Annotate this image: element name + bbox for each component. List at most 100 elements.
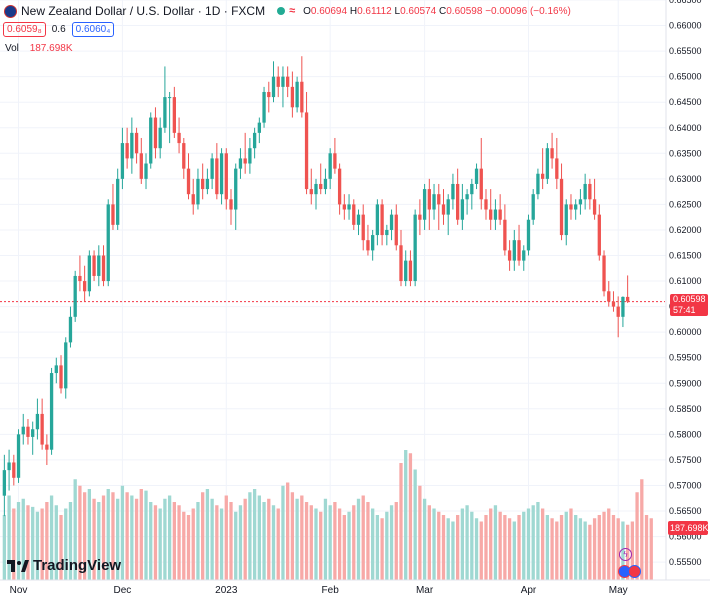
candle-body: [342, 204, 346, 210]
volume-bar: [559, 515, 564, 580]
candle-body: [210, 158, 214, 179]
volume-bar: [210, 498, 214, 580]
volume-bar: [456, 515, 460, 580]
volume-bar: [413, 469, 417, 580]
volume-bar: [163, 498, 167, 580]
candle-body: [607, 291, 611, 302]
volume-bar: [588, 524, 592, 580]
sell-button[interactable]: 0.6059₈: [3, 22, 46, 37]
tradingview-logo-icon: [7, 559, 29, 572]
symbol-title[interactable]: New Zealand Dollar / U.S. Dollar · 1D · …: [21, 4, 266, 18]
candle-body: [309, 189, 313, 195]
candle-body: [456, 183, 460, 220]
volume-bar: [101, 495, 106, 580]
candle-body: [201, 178, 205, 190]
volume-bar: [319, 511, 323, 580]
candle-body: [229, 199, 233, 210]
volume-bar: [35, 511, 40, 580]
volume-bar: [503, 515, 507, 580]
volume-bar: [540, 508, 545, 580]
volume-bar: [262, 502, 266, 580]
candle-body: [319, 183, 323, 190]
candle-body: [503, 219, 507, 251]
volume-tag: 187.698K: [668, 521, 709, 535]
candle-body: [224, 153, 228, 200]
candle-body: [380, 204, 384, 236]
candle-body: [59, 365, 63, 389]
volume-bar: [186, 515, 191, 580]
volume-label: Vol: [5, 43, 19, 54]
candle-body: [512, 240, 516, 261]
candle-body: [130, 132, 134, 159]
volume-bar: [422, 498, 427, 580]
volume-bar: [446, 518, 450, 580]
symbol-header[interactable]: New Zealand Dollar / U.S. Dollar · 1D · …: [4, 4, 571, 18]
volume-bar: [111, 492, 115, 580]
us-flag-icon[interactable]: [628, 565, 641, 578]
candle-body: [333, 153, 337, 169]
volume-bar: [479, 521, 483, 580]
volume-bar: [125, 492, 129, 580]
volume-bar: [616, 518, 620, 580]
candle-body: [295, 81, 299, 108]
volume-bar: [607, 508, 611, 580]
volume-bar: [592, 518, 597, 580]
price-tick-label: 0.60000: [669, 327, 702, 337]
price-tick-label: 0.57500: [669, 455, 702, 465]
volume-legend[interactable]: Vol 187.698K: [5, 43, 73, 54]
candle-body: [625, 296, 630, 302]
volume-bar: [432, 508, 436, 580]
volume-bar: [281, 485, 285, 580]
candle-body: [441, 204, 446, 215]
candle-body: [182, 143, 186, 169]
volume-bar: [68, 502, 73, 580]
volume-bar: [484, 515, 488, 580]
price-tick-label: 0.58000: [669, 429, 702, 439]
volume-bar: [347, 511, 351, 580]
candle-body: [479, 168, 483, 200]
tradingview-logo[interactable]: TradingView: [7, 557, 121, 574]
volume-bar: [116, 498, 120, 580]
candle-body: [21, 426, 25, 435]
volume-bar: [120, 485, 125, 580]
volume-bar: [205, 489, 210, 580]
volume-bar: [177, 505, 181, 580]
price-tick-label: 0.55500: [669, 557, 702, 567]
volume-bar: [295, 498, 299, 580]
volume-bar: [243, 498, 247, 580]
candle-body: [177, 132, 181, 144]
volume-bar: [375, 515, 380, 580]
candle-body: [87, 255, 92, 292]
candle-body: [49, 373, 54, 450]
volume-bar: [441, 515, 446, 580]
candle-body: [616, 306, 620, 317]
volume-bar: [597, 515, 601, 580]
candle-body: [2, 470, 7, 496]
candle-body: [144, 163, 148, 179]
candle-body: [460, 199, 465, 220]
candle-body: [531, 194, 535, 220]
candle-body: [116, 178, 120, 225]
volume-bar: [300, 495, 304, 580]
candle-body: [286, 76, 290, 87]
candle-body: [611, 301, 616, 307]
time-tick-label: May: [609, 585, 628, 596]
price-tick-label: 0.66000: [669, 21, 702, 31]
candle-body: [262, 91, 266, 123]
buy-button[interactable]: 0.6060₄: [71, 22, 115, 37]
volume-bar: [16, 502, 21, 580]
candle-body: [465, 194, 469, 200]
volume-bar: [583, 521, 587, 580]
candle-body: [526, 219, 531, 251]
candle-body: [134, 132, 139, 154]
volume-bar: [276, 508, 280, 580]
candle-body: [418, 214, 422, 220]
volume-bar: [361, 495, 365, 580]
volume-bar: [371, 508, 375, 580]
volume-bar: [45, 502, 49, 580]
candle-body: [517, 240, 521, 261]
lightning-icon[interactable]: ϟ: [619, 548, 632, 561]
volume-bar: [252, 489, 257, 580]
candle-body: [73, 275, 77, 317]
